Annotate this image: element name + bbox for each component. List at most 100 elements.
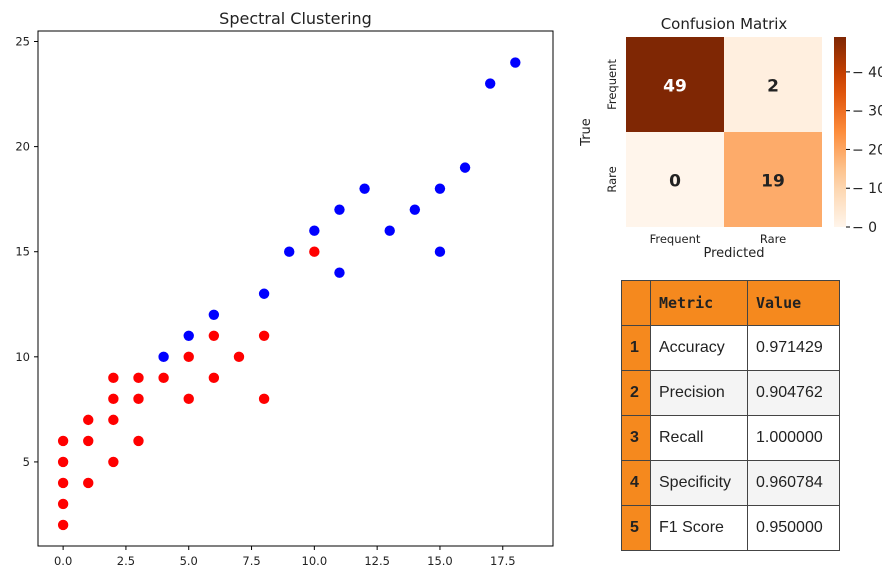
scatter-point <box>108 372 119 384</box>
colorbar-tick-label: − 40 <box>852 65 882 81</box>
scatter-point <box>57 498 69 510</box>
row-index: 3 <box>621 415 651 461</box>
scatter-point <box>183 351 194 363</box>
scatter-point <box>384 225 395 236</box>
x-tick-label: 5.0 <box>180 554 198 568</box>
header-metric-cell: Metric <box>650 280 748 326</box>
x-tick-label: 2.5 <box>117 554 135 568</box>
heatmap-y-tick-label: Rare <box>605 166 619 192</box>
row-metric: Accuracy <box>650 325 748 371</box>
scatter-point <box>108 414 119 426</box>
row-index: 1 <box>621 325 651 371</box>
metrics-table: Metric Value 1 Accuracy 0.971429 2 Preci… <box>621 280 840 551</box>
scatter-point <box>484 78 496 89</box>
scatter-point <box>258 330 270 341</box>
scatter-point <box>83 435 94 447</box>
scatter-point <box>183 393 194 405</box>
scatter-point <box>409 204 421 215</box>
y-tick-label: 10 <box>15 350 30 364</box>
table-row: 1 Accuracy 0.971429 <box>621 325 840 371</box>
scatter-point <box>183 330 194 341</box>
scatter-point <box>57 435 69 447</box>
scatter-point <box>133 372 144 384</box>
scatter-point <box>284 246 295 257</box>
scatter-point <box>459 162 471 173</box>
scatter-point <box>133 393 144 405</box>
heatmap-x-tick-label: Frequent <box>650 232 701 246</box>
row-metric: Precision <box>650 370 748 416</box>
scatter-point <box>208 330 220 341</box>
heatmap-cell <box>626 132 724 227</box>
confusion-matrix-title: Confusion Matrix <box>661 15 788 33</box>
row-index: 5 <box>621 505 651 551</box>
row-value: 1.000000 <box>747 415 840 461</box>
header-index-cell <box>621 280 651 326</box>
scatter-point <box>133 435 144 447</box>
x-tick-label: 7.5 <box>242 554 260 568</box>
heatmap-cell <box>724 132 822 227</box>
scatter-point <box>510 57 521 68</box>
scatter-point <box>108 456 119 468</box>
row-metric: F1 Score <box>650 505 748 551</box>
scatter-point <box>158 351 169 363</box>
heatmap-cell-label: 0 <box>669 172 681 192</box>
y-tick-label: 5 <box>23 455 30 469</box>
scatter-title: Spectral Clustering <box>219 9 372 28</box>
scatter-plot-frame <box>37 30 554 547</box>
colorbar-tick-label: − 10 <box>852 181 882 197</box>
confusion-matrix-chart: Confusion Matrix 49 2 0 19 Frequent Rare Freque… <box>579 15 882 261</box>
scatter-point <box>309 225 320 236</box>
scatter-point <box>334 267 345 278</box>
scatter-point <box>57 519 69 531</box>
row-index: 2 <box>621 370 651 416</box>
row-value: 0.971429 <box>747 325 840 371</box>
table-row: 3 Recall 1.000000 <box>621 415 840 461</box>
heatmap-cell-label: 2 <box>767 77 779 97</box>
y-tick-label: 20 <box>15 140 30 154</box>
row-value: 0.950000 <box>747 505 840 551</box>
scatter-point <box>309 246 320 257</box>
heatmap-cell <box>626 37 724 132</box>
heatmap-y-axis-label: True <box>579 118 594 147</box>
scatter-point <box>434 183 446 194</box>
x-tick-label: 10.0 <box>302 554 328 568</box>
scatter-point <box>57 477 69 489</box>
header-value-cell: Value <box>747 280 840 326</box>
colorbar-tick-label: − 0 <box>852 220 877 236</box>
heatmap-cell-label: 19 <box>761 172 785 192</box>
scatter-point <box>359 183 370 194</box>
scatter-point <box>258 288 270 299</box>
table-row: 5 F1 Score 0.950000 <box>621 505 840 551</box>
table-row: 4 Specificity 0.960784 <box>621 460 840 506</box>
scatter-chart: Spectral Clustering 0.0 2.5 5.0 7.5 10.0 12.5 1… <box>15 9 554 568</box>
scatter-point <box>434 246 446 257</box>
scatter-point <box>57 456 69 468</box>
scatter-point <box>83 477 94 489</box>
scatter-point <box>334 204 345 215</box>
scatter-point <box>158 372 169 384</box>
row-value: 0.960784 <box>747 460 840 506</box>
y-tick-label: 25 <box>15 35 30 49</box>
x-tick-label: 0.0 <box>54 554 72 568</box>
heatmap-y-tick-label: Frequent <box>605 59 619 110</box>
colorbar-tick-label: − 30 <box>852 104 882 120</box>
row-metric: Recall <box>650 415 748 461</box>
y-tick-label: 15 <box>15 245 30 259</box>
row-metric: Specificity <box>650 460 748 506</box>
heatmap-cell <box>724 37 822 132</box>
x-tick-label: 12.5 <box>364 554 390 568</box>
heatmap-cell-label: 49 <box>663 77 687 97</box>
scatter-point <box>108 393 119 405</box>
x-tick-label: 17.5 <box>490 554 516 568</box>
scatter-point <box>208 372 220 384</box>
table-row: 2 Precision 0.904762 <box>621 370 840 416</box>
row-value: 0.904762 <box>747 370 840 416</box>
scatter-point <box>233 351 245 363</box>
row-index: 4 <box>621 460 651 506</box>
colorbar-tick-label: − 20 <box>852 142 882 158</box>
heatmap-x-axis-label: Predicted <box>703 246 764 261</box>
scatter-point <box>208 309 220 320</box>
x-tick-label: 15.0 <box>427 554 453 568</box>
scatter-point <box>258 393 270 405</box>
colorbar <box>834 37 846 227</box>
